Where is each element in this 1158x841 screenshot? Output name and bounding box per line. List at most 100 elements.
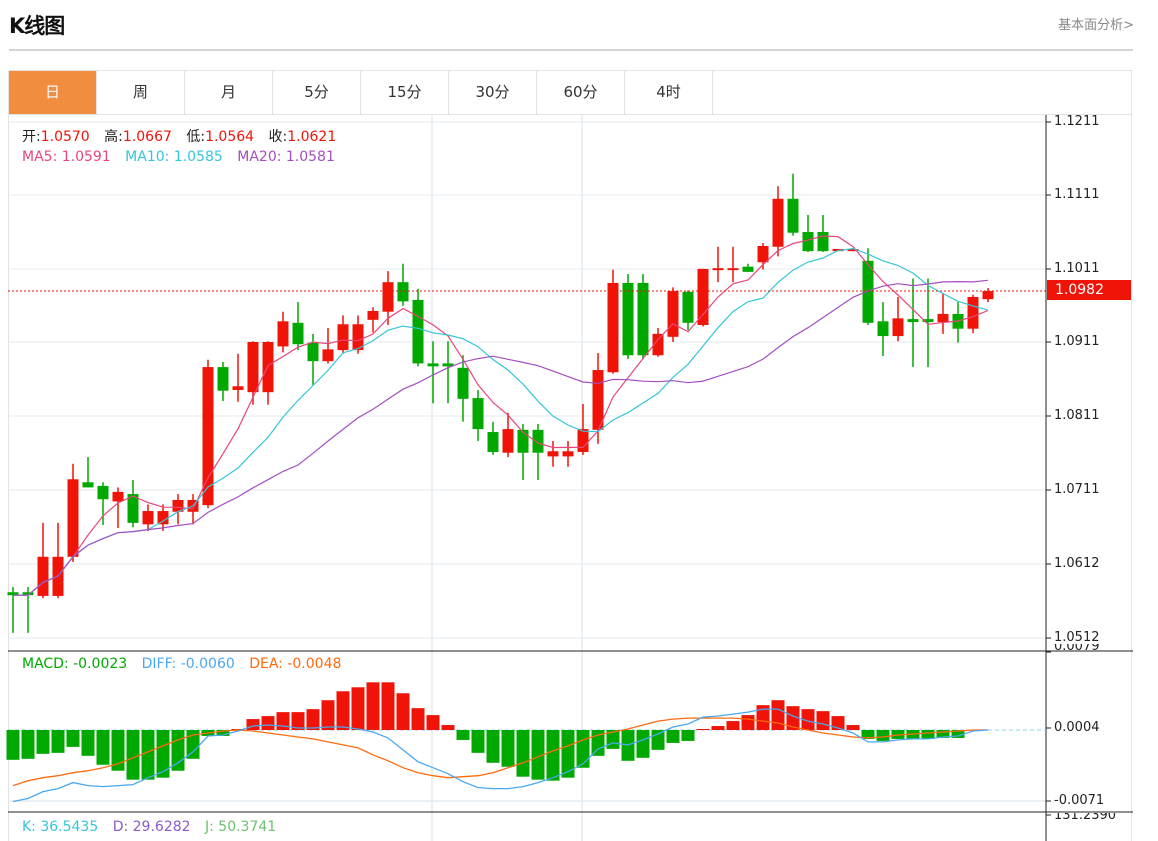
macd-bar — [741, 715, 755, 730]
macd-bar — [696, 729, 710, 731]
candle-up — [577, 429, 589, 452]
ohlc-info: 开:1.0570 高:1.0667 低:1.0564 收:1.0621 — [22, 126, 346, 146]
macd-bar — [336, 691, 350, 730]
macd-bar — [921, 730, 935, 739]
tab-week[interactable]: 周 — [97, 71, 185, 114]
high-value: 1.0667 — [122, 129, 172, 145]
macd-tick: 0.0079 — [1054, 644, 1100, 653]
ma10-value: MA10: 1.0585 — [125, 149, 223, 165]
candle-up — [892, 318, 904, 337]
macd-bar — [561, 730, 575, 778]
macd-bar — [126, 730, 140, 780]
macd-bar — [141, 730, 155, 780]
candle-down — [517, 429, 529, 453]
candle-up — [697, 268, 709, 326]
macd-bar — [936, 730, 950, 738]
candle-down — [487, 432, 499, 452]
ma10-line — [13, 247, 989, 596]
macd-bar — [261, 716, 275, 730]
last-price-label: 1.0982 — [1047, 280, 1131, 300]
macd-bar — [681, 730, 695, 741]
candle-down — [442, 363, 454, 367]
candle-down — [22, 592, 34, 596]
macd-bar — [51, 730, 65, 753]
macd-bar — [486, 730, 500, 763]
tab-month[interactable]: 月 — [185, 71, 273, 114]
j-value: J: 50.3741 — [205, 819, 277, 835]
candle-up — [502, 429, 514, 453]
candle-up — [562, 451, 574, 457]
low-label: 低: — [186, 129, 206, 145]
candle-up — [247, 341, 259, 393]
macd-bar — [801, 709, 815, 730]
candle-down — [637, 282, 649, 356]
candle-up — [592, 370, 604, 430]
candle-up — [727, 268, 739, 271]
macd-bar — [381, 682, 395, 730]
candle-down — [457, 367, 469, 399]
low-value: 1.0564 — [205, 129, 255, 145]
candle-up — [322, 349, 334, 362]
macd-bar — [516, 730, 530, 777]
macd-bar — [96, 730, 110, 765]
macd-bar — [861, 730, 875, 739]
tab-day[interactable]: 日 — [9, 71, 97, 114]
candle-down — [307, 342, 319, 362]
dea-line — [12, 717, 988, 787]
candle-up — [757, 246, 769, 263]
tab-60min[interactable]: 60分 — [537, 71, 625, 114]
macd-value: MACD: -0.0023 — [22, 656, 128, 672]
candle-up — [772, 198, 784, 247]
tab-4hour[interactable]: 4时 — [625, 71, 713, 114]
macd-bar — [171, 730, 185, 771]
candle-up — [37, 556, 49, 596]
candle-down — [397, 282, 409, 302]
candle-up — [652, 333, 664, 356]
d-value: D: 29.6282 — [112, 819, 191, 835]
tab-30min[interactable]: 30分 — [449, 71, 537, 114]
candle-up — [547, 451, 559, 457]
macd-bar — [501, 730, 515, 767]
macd-info: MACD: -0.0023 DIFF: -0.0060 DEA: -0.0048 — [22, 656, 351, 672]
price-tick: 1.0512 — [1054, 630, 1100, 645]
price-tick: 1.0711 — [1054, 482, 1100, 497]
macd-bar — [246, 719, 260, 730]
price-tick: 1.0911 — [1054, 334, 1100, 349]
macd-bar — [396, 693, 410, 730]
ma5-value: MA5: 1.0591 — [22, 149, 111, 165]
candle-up — [157, 511, 169, 525]
candle-down — [292, 322, 304, 345]
candle-down — [877, 321, 889, 337]
candle-down — [682, 291, 694, 323]
candle-down — [127, 494, 139, 523]
macd-bar — [351, 687, 365, 730]
macd-bar — [711, 726, 725, 730]
price-tick: 1.0612 — [1054, 556, 1100, 571]
header-divider — [9, 49, 1133, 51]
k-value: K: 36.5435 — [22, 819, 99, 835]
price-tick: 1.0811 — [1054, 408, 1100, 423]
candle-down — [922, 319, 934, 323]
ma5-line — [13, 235, 989, 596]
macd-bar — [276, 712, 290, 730]
candle-down — [7, 592, 19, 596]
macd-bar — [36, 730, 50, 754]
candle-up — [202, 367, 214, 506]
tab-5min[interactable]: 5分 — [273, 71, 361, 114]
candle-up — [367, 310, 379, 320]
ma20-line — [13, 279, 989, 596]
tab-15min[interactable]: 15分 — [361, 71, 449, 114]
macd-bar — [291, 712, 305, 730]
high-label: 高: — [104, 129, 123, 145]
candle-up — [337, 324, 349, 351]
candle-down — [622, 282, 634, 356]
macd-bar — [531, 730, 545, 780]
candle-down — [217, 367, 229, 391]
candle-up — [142, 511, 154, 525]
fundamental-analysis-link[interactable]: 基本面分析> — [1058, 18, 1134, 33]
candle-down — [907, 319, 919, 323]
candle-down — [472, 398, 484, 430]
macd-bar — [426, 715, 440, 730]
macd-tick: 0.0004 — [1054, 720, 1100, 735]
